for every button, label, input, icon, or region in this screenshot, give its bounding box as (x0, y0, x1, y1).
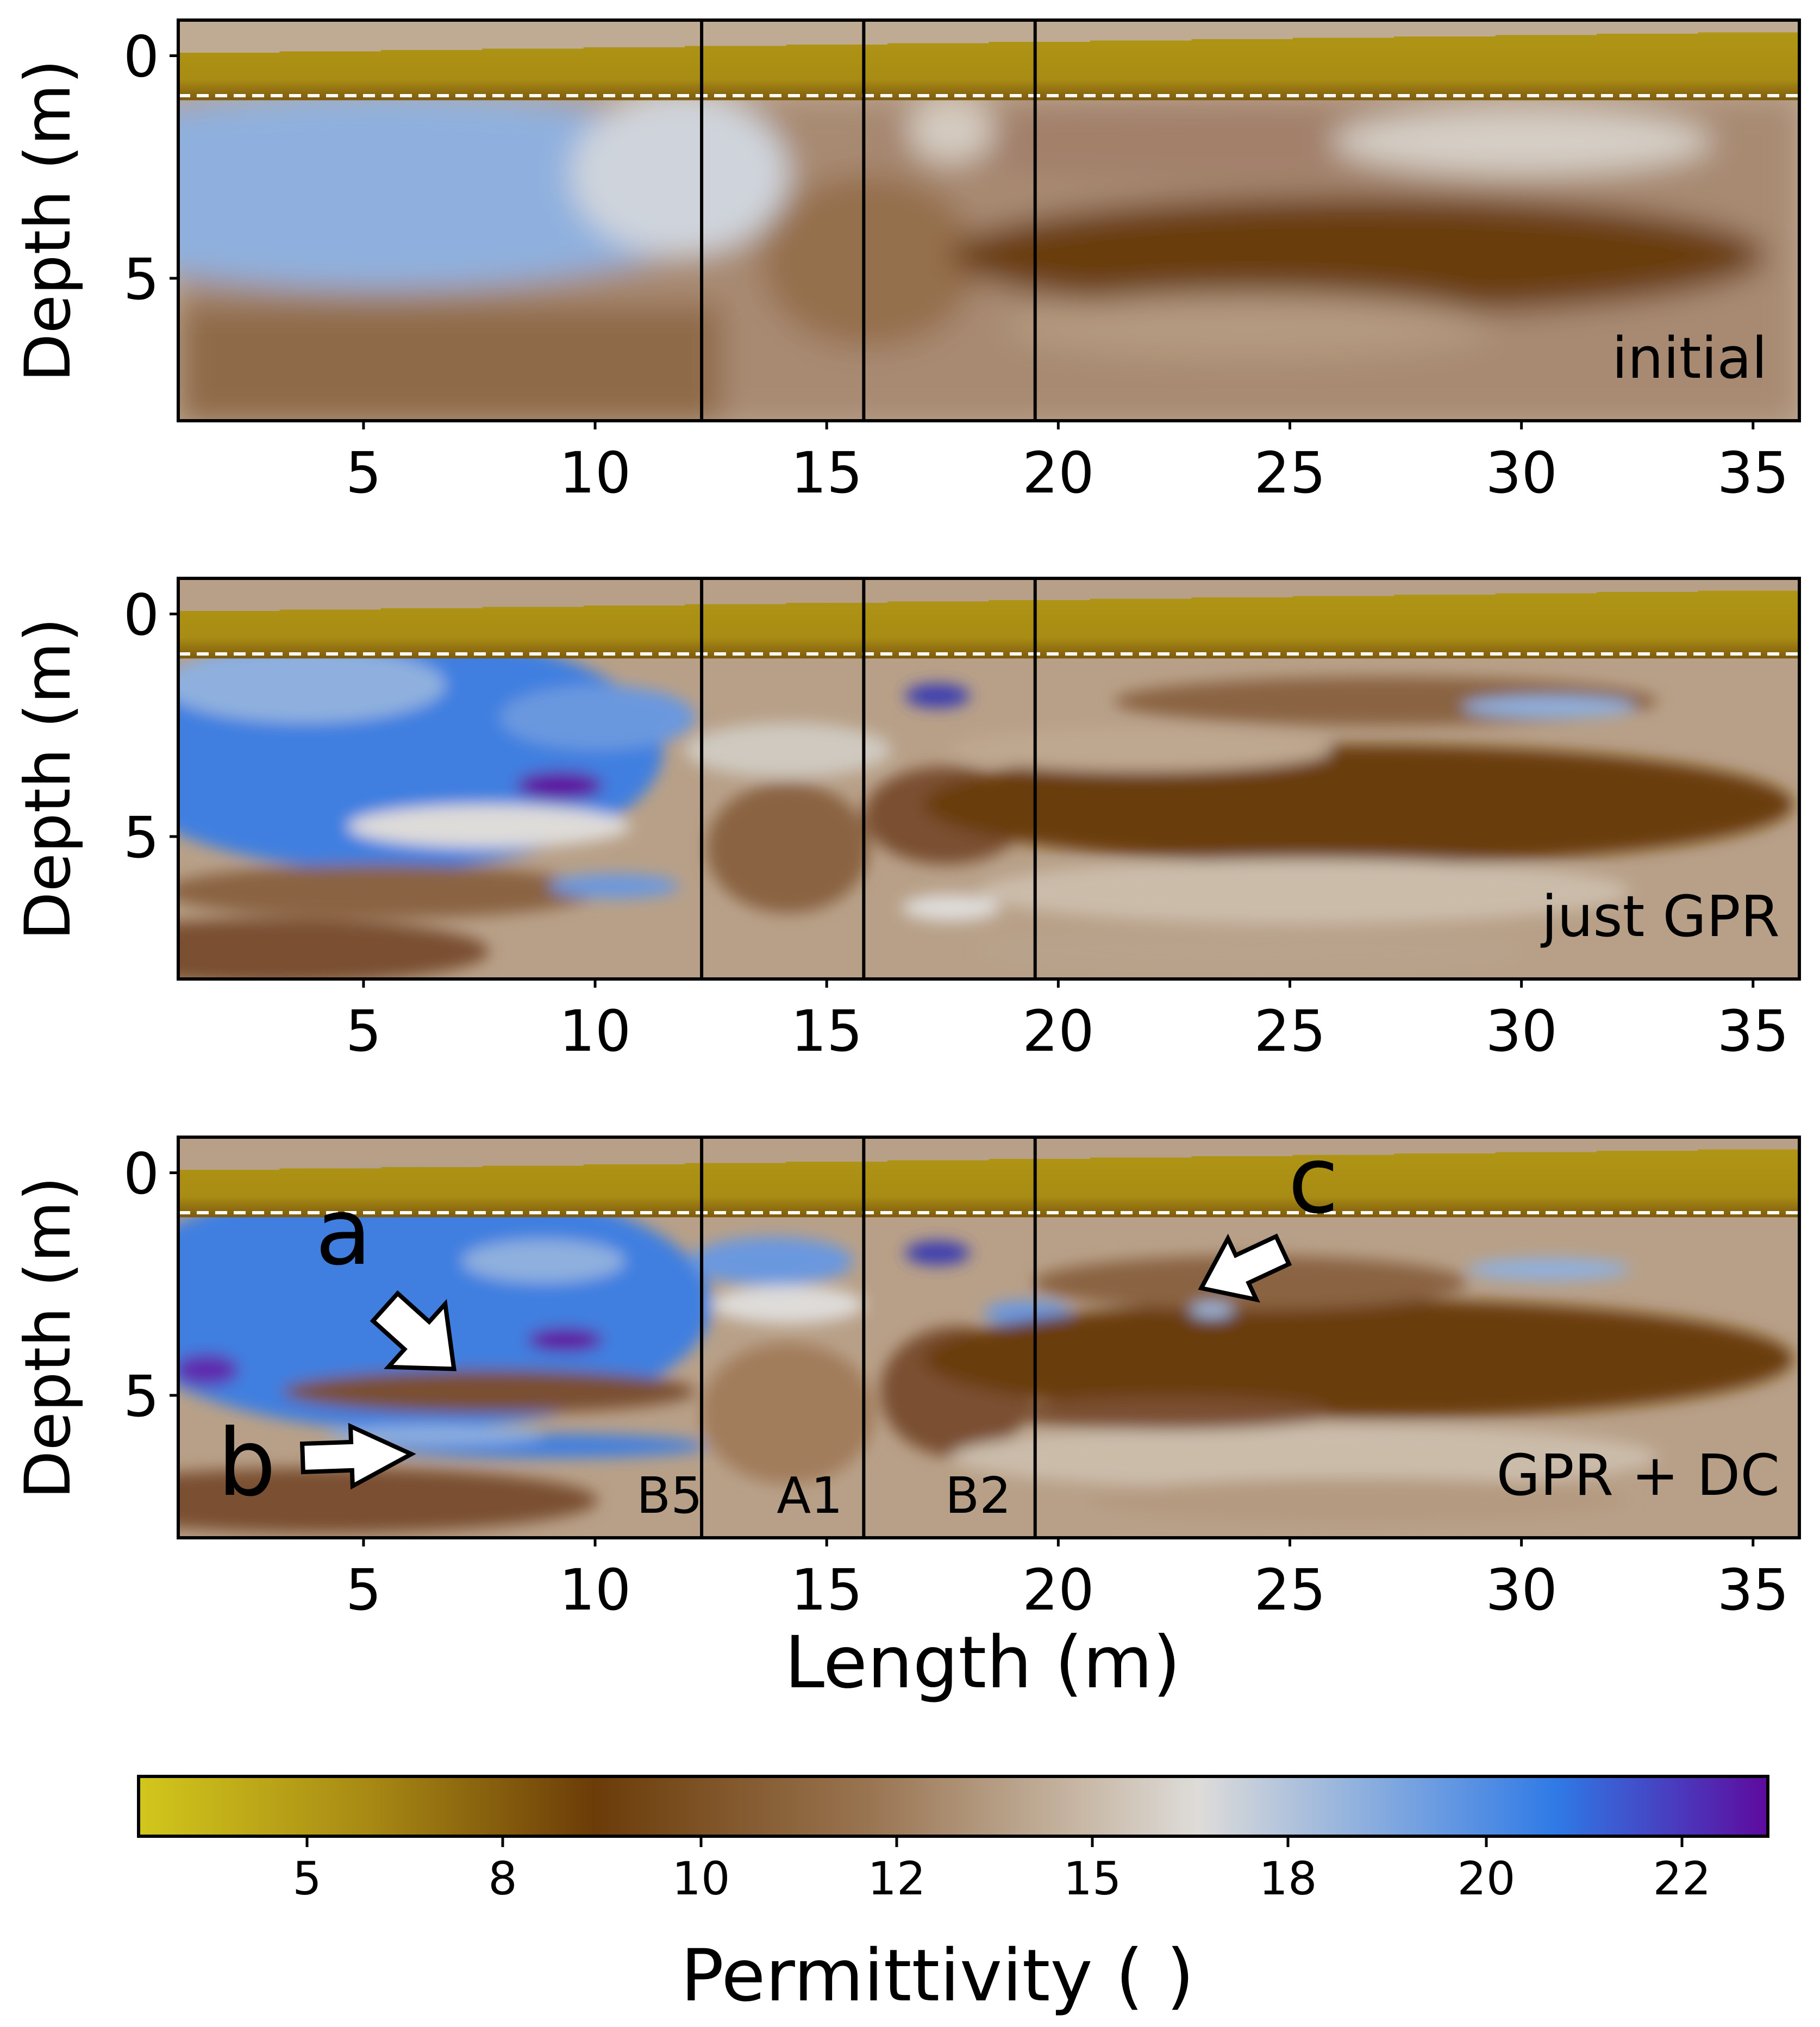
y-tick-label: 0 (123, 24, 159, 90)
colorbar-tick-label: 18 (1259, 1852, 1317, 1905)
x-tick-label: 5 (346, 440, 381, 506)
y-tick-label: 0 (123, 582, 159, 648)
x-tick-label: 30 (1485, 440, 1557, 506)
x-tick-label: 15 (791, 1557, 862, 1623)
colorbar-tick-label: 5 (292, 1852, 321, 1905)
colorbar-tick-label: 15 (1064, 1852, 1122, 1905)
panel-label-initial: initial (1612, 325, 1767, 391)
x-tick-label: 30 (1485, 1557, 1557, 1623)
x-tick-label: 20 (1022, 440, 1094, 506)
axes-frame (177, 1136, 1801, 1539)
colorbar-label: Permittivity ( ) (680, 1934, 1194, 2018)
borehole-label-b2: B2 (945, 1467, 1011, 1525)
x-tick-label: 15 (791, 440, 862, 506)
annotation-b: b (217, 1409, 276, 1517)
y-axis-label-panel-3: Depth (m) (11, 1176, 85, 1499)
x-axis-label: Length (m) (785, 1621, 1181, 1705)
panel-just-gpr (178, 578, 1799, 979)
panel-label-gpr-dc: GPR + DC (1496, 1442, 1780, 1508)
x-tick-label: 35 (1717, 440, 1789, 506)
x-tick-label: 30 (1485, 998, 1557, 1064)
x-tick-label: 10 (559, 1557, 631, 1623)
x-tick-label: 35 (1717, 998, 1789, 1064)
colorbar-tick-label: 12 (868, 1852, 926, 1905)
axes-frame (177, 18, 1801, 422)
borehole-label-b5: B5 (636, 1467, 703, 1525)
colorbar-tick-label: 10 (672, 1852, 730, 1905)
panel-gpr-dc (178, 1137, 1799, 1538)
colorbar-tick-label: 22 (1653, 1852, 1711, 1905)
annotation-c: c (1288, 1127, 1339, 1234)
y-axis-label-panel-2: Depth (m) (11, 618, 85, 940)
y-tick-label: 0 (123, 1141, 159, 1207)
colorbar-tick-label: 8 (488, 1852, 517, 1905)
annotation-a: a (315, 1178, 372, 1286)
panel-label-just-gpr: just GPR (1541, 883, 1780, 950)
arrow-b-icon (299, 1423, 416, 1490)
y-tick-label: 5 (123, 246, 159, 313)
colorbar-tick-label: 20 (1458, 1852, 1516, 1905)
x-tick-label: 15 (791, 998, 862, 1064)
y-tick-label: 5 (123, 1363, 159, 1430)
x-tick-label: 5 (346, 1557, 381, 1623)
x-tick-label: 20 (1022, 998, 1094, 1064)
x-tick-label: 25 (1254, 440, 1325, 506)
y-axis-label-panel-1: Depth (m) (11, 59, 85, 382)
x-tick-label: 35 (1717, 1557, 1789, 1623)
x-tick-label: 20 (1022, 1557, 1094, 1623)
x-tick-label: 10 (559, 440, 631, 506)
arrow-c-icon (1198, 1233, 1292, 1303)
y-tick-label: 5 (123, 804, 159, 871)
x-tick-label: 5 (346, 998, 381, 1064)
axes-frame (177, 577, 1801, 981)
arrow-a-icon (370, 1290, 456, 1371)
x-tick-label: 25 (1254, 998, 1325, 1064)
x-tick-label: 25 (1254, 1557, 1325, 1623)
panel-initial (178, 20, 1799, 421)
borehole-label-a1: A1 (777, 1467, 842, 1525)
colorbar: 5 8 10 12 15 18 20 22 Permittivity ( ) (137, 1775, 1769, 2018)
x-tick-label: 10 (559, 998, 631, 1064)
